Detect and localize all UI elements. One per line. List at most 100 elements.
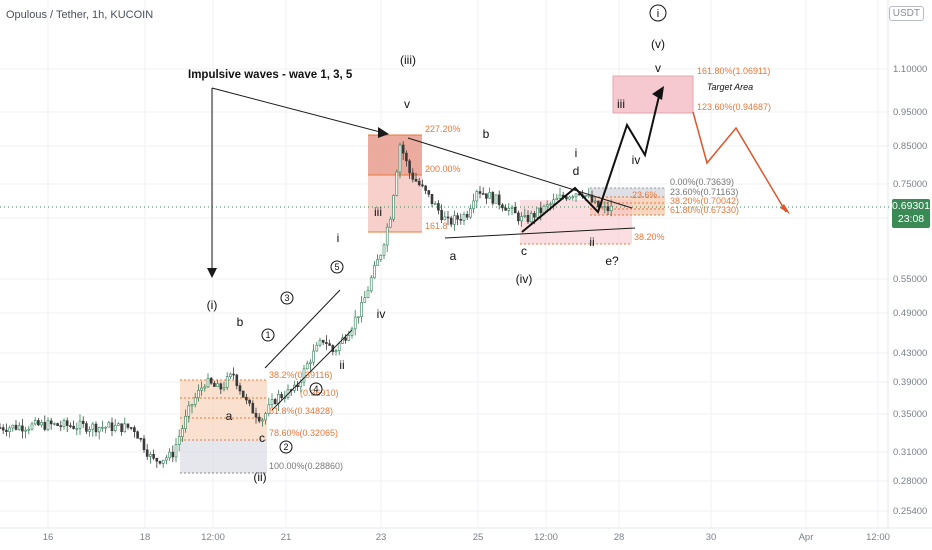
wave-label: (iv)	[516, 272, 533, 286]
y-tick-label: 0.75000	[893, 179, 927, 190]
candle-body	[395, 171, 399, 196]
candle-body	[334, 350, 338, 353]
wave-label: iii	[374, 205, 382, 219]
trend-lines	[211, 87, 636, 411]
candle-body	[91, 423, 95, 430]
arrow-head-right	[378, 127, 389, 138]
fib-label: 23.60%(0.71163)	[670, 187, 738, 197]
candle-body	[565, 196, 568, 200]
candle-body	[347, 335, 351, 341]
y-axis[interactable]: 1.100000.950000.850000.750000.650000.550…	[893, 64, 927, 517]
candle-body	[238, 385, 242, 392]
candle-body	[465, 214, 469, 218]
candle-body	[241, 390, 245, 398]
candle-body	[469, 208, 472, 218]
circled-labels: i 1 2 3 4 5	[261, 4, 667, 454]
candle-body	[405, 152, 408, 162]
candle-body	[209, 377, 213, 384]
last-price-tag: 0.69301 23:08	[892, 199, 930, 228]
x-tick-label: 12:00	[866, 532, 890, 543]
candle-body	[97, 427, 101, 433]
candle-body	[398, 144, 402, 173]
candle-body	[446, 216, 450, 219]
candle-body	[315, 344, 319, 352]
candle-body	[510, 206, 514, 209]
candle-body	[401, 144, 405, 154]
candle-body	[427, 190, 431, 195]
candle-body	[177, 436, 181, 445]
x-axis[interactable]: 16 18 12:00 21 23 25 12:00 28 30 Apr 12:00	[43, 532, 890, 543]
fib-lines	[180, 134, 665, 474]
candle-body	[110, 422, 114, 431]
x-tick-label: Apr	[799, 532, 814, 543]
candle-body	[8, 427, 11, 432]
candle-body	[261, 419, 264, 422]
fib-label: 200.00%	[425, 164, 461, 174]
candle-body	[357, 316, 360, 319]
candle-body	[206, 377, 210, 388]
candle-body	[344, 337, 347, 341]
candle-body	[81, 420, 85, 424]
wave-label: iii	[617, 97, 625, 111]
fib-zone-iii-dark	[368, 135, 422, 175]
wave-label: iv	[632, 153, 641, 167]
fib-label: 23.6%	[632, 190, 658, 200]
circled-label: 1	[265, 330, 270, 340]
candle-body	[430, 193, 434, 204]
fib-label: 78.60%(0.32065)	[269, 428, 338, 438]
projection-red	[692, 111, 787, 213]
candle-body	[504, 207, 507, 211]
y-tick-label: 0.28000	[893, 476, 927, 487]
candle-body	[328, 343, 331, 346]
x-tick-label: 21	[281, 532, 292, 543]
wave-label: b	[237, 315, 244, 329]
candle-body	[142, 438, 146, 451]
candle-body	[193, 397, 197, 405]
y-tick-label: 0.31000	[893, 447, 927, 458]
candle-body	[523, 215, 527, 217]
candle-body	[366, 290, 370, 299]
candle-body	[184, 416, 187, 429]
wave-label: d	[573, 164, 580, 178]
y-tick-label: 1.10000	[893, 64, 927, 75]
last-price-countdown: 23:08	[897, 213, 925, 225]
candle-body	[305, 363, 309, 370]
wave-label: (v)	[651, 37, 665, 51]
candle-body	[21, 425, 24, 432]
x-tick-label: 12:00	[534, 532, 558, 543]
y-tick-label: 0.25400	[893, 506, 927, 517]
candle-body	[165, 457, 168, 461]
x-tick-label: 30	[706, 532, 717, 543]
candle-body	[101, 426, 104, 429]
candle-body	[216, 383, 219, 387]
x-tick-label: 16	[43, 532, 54, 543]
candle-body	[49, 420, 53, 425]
circled-label: 4	[313, 384, 318, 394]
fib-label: 61.80%(0.67330)	[670, 205, 739, 215]
candle-body	[65, 420, 69, 426]
candle-body	[59, 425, 63, 428]
candle-body	[43, 422, 47, 430]
candle-body	[257, 416, 261, 422]
candle-body	[552, 199, 555, 205]
candle-body	[555, 197, 559, 201]
fib-zones	[180, 75, 694, 473]
y-tick-label: 0.39000	[893, 377, 927, 388]
wave-label: ii	[339, 358, 344, 372]
candle-body	[513, 206, 517, 214]
fib-label: 0.00%(0.73639)	[670, 177, 734, 187]
y-tick-label: 0.49000	[893, 308, 927, 319]
candle-body	[411, 172, 415, 180]
candle-body	[337, 343, 341, 352]
fib-label: (0.36910)	[300, 388, 339, 398]
candle-body	[222, 386, 226, 390]
y-tick-label: 0.85000	[893, 141, 927, 152]
candle-body	[62, 420, 66, 427]
candle-body	[517, 212, 520, 222]
candle-body	[485, 193, 488, 199]
y-tick-label: 0.95000	[893, 107, 927, 118]
currency-badge[interactable]: USDT	[888, 6, 924, 21]
wave-label: (i)	[207, 298, 218, 312]
candle-body	[5, 429, 8, 432]
